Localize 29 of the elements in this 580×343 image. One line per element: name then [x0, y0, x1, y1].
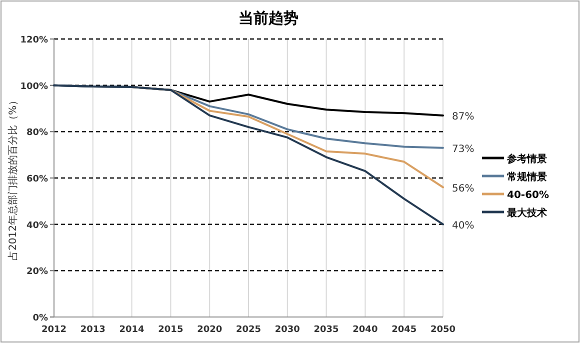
legend-label: 常规情景	[507, 171, 547, 183]
x-tick-label: 2014	[119, 325, 144, 335]
x-tick-label: 2050	[430, 325, 456, 335]
data-label: 40%	[452, 220, 474, 232]
y-tick-label: 20%	[26, 267, 48, 278]
x-tick-label: 2045	[392, 325, 417, 335]
chart-title: 当前趋势	[238, 9, 298, 27]
x-tick-label: 2030	[274, 325, 300, 335]
y-axis-title: 占2012年总部门排放的百分比（%）	[7, 96, 19, 260]
x-tick-label: 2040	[352, 325, 378, 335]
y-tick-label: 80%	[26, 128, 48, 138]
y-tick-label: 120%	[20, 36, 48, 46]
legend-label: 40-60%	[507, 190, 550, 201]
legend-label: 最大技术	[506, 207, 548, 219]
x-tick-label: 2035	[314, 325, 339, 335]
data-label: 87%	[452, 111, 474, 122]
x-tick-label: 2015	[158, 325, 184, 335]
x-tick-label: 2025	[236, 325, 262, 335]
y-tick-label: 100%	[20, 82, 48, 92]
data-label: 56%	[452, 183, 474, 194]
x-tick-label: 2013	[80, 325, 106, 335]
legend-label: 参考情景	[506, 153, 547, 165]
y-tick-label: 0%	[32, 314, 48, 324]
line-series	[53, 84, 444, 226]
y-tick-label: 60%	[26, 174, 48, 184]
x-tick-label: 2020	[197, 325, 222, 335]
y-tick-label: 40%	[26, 220, 48, 231]
data-label: 73%	[452, 144, 474, 155]
x-tick-label: 2012	[41, 325, 67, 335]
